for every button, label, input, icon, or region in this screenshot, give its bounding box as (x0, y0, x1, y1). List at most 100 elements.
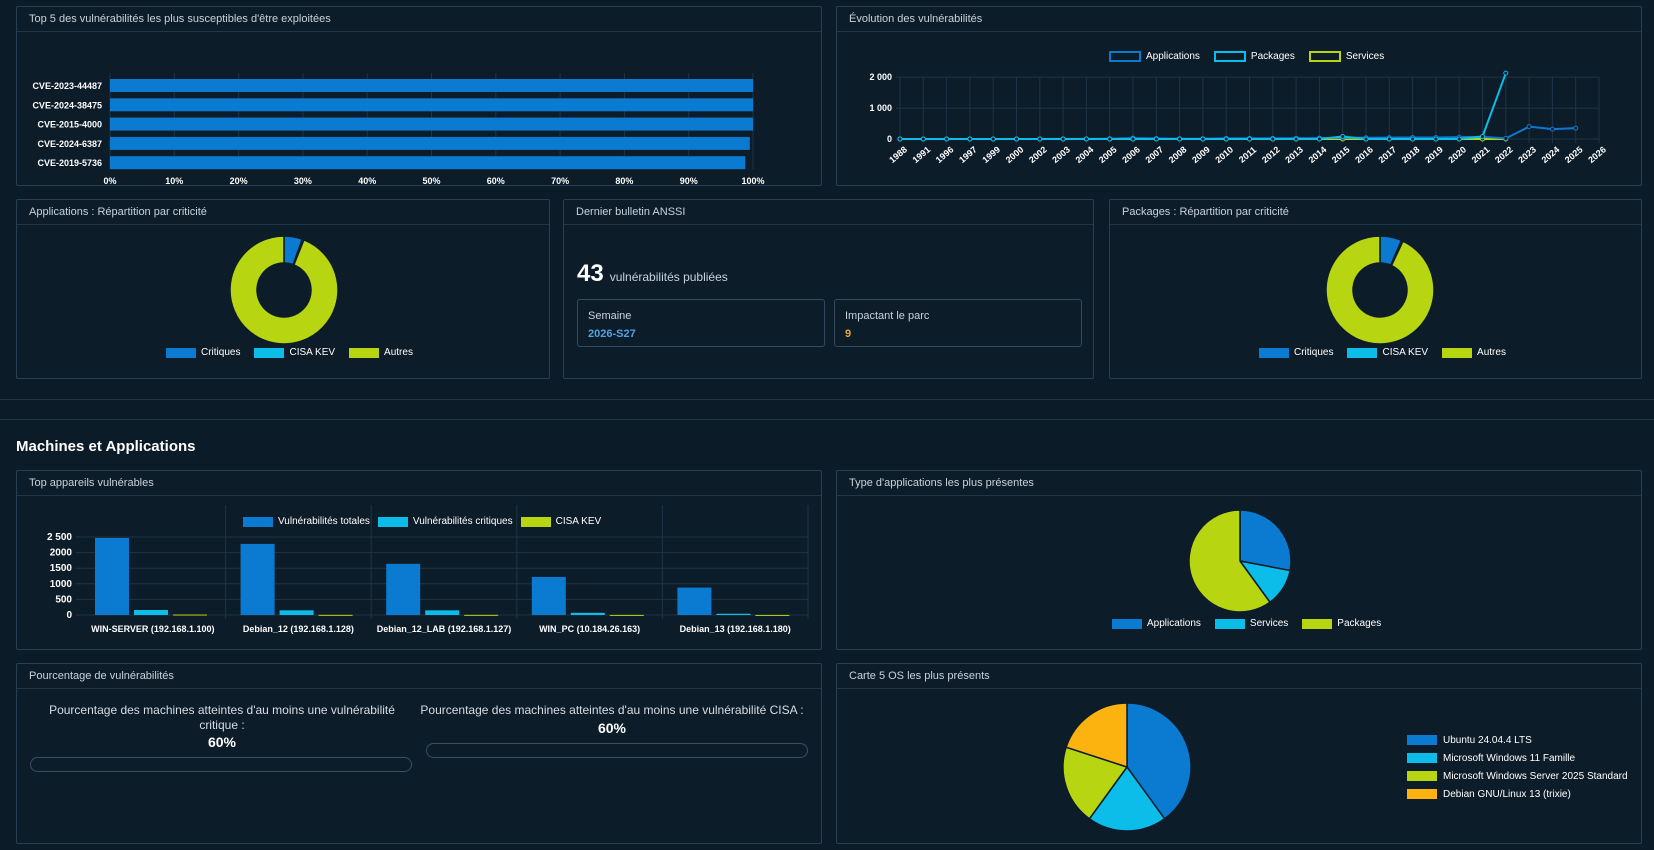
x-tick-label: 2024 (1540, 144, 1562, 165)
legend-item-packages[interactable]: Packages (1213, 51, 1295, 62)
category-label: Debian_13 (192.168.1.180) (680, 624, 791, 634)
pie-slice (1325, 235, 1435, 345)
x-tick-label: 2013 (1283, 144, 1305, 165)
legend-label: CISA KEV (289, 347, 336, 358)
anssi-count-label: vulnérabilités publiées (609, 270, 728, 284)
anssi-title: Dernier bulletin ANSSI (564, 200, 1093, 225)
legend-item-critiques[interactable]: Vulnérabilités critiques (377, 516, 513, 527)
bar (240, 543, 275, 615)
bar (609, 614, 644, 616)
legend-item-critiques[interactable]: Critiques (166, 347, 240, 358)
apps-criticity-title: Applications : Répartition par criticité (17, 200, 549, 225)
bar (110, 156, 746, 170)
x-tick-label: 2021 (1470, 144, 1492, 165)
data-point (1573, 125, 1579, 131)
legend-item-critiques[interactable]: Critiques (1259, 347, 1333, 358)
legend-label: Services (1249, 618, 1289, 629)
legend-item-ubuntu[interactable]: Ubuntu 24.04.4 LTS (1407, 731, 1628, 749)
legend-item-cisa-kev[interactable]: CISA KEV (1347, 347, 1428, 358)
y-tick-label: 2000 (50, 548, 73, 559)
percent-title: Pourcentage de vulnérabilités (17, 664, 821, 689)
data-point (1270, 136, 1276, 142)
legend-swatch (1442, 347, 1473, 358)
x-tick-label: 2010 (1213, 144, 1235, 165)
legend-item-debian[interactable]: Debian GNU/Linux 13 (trixie) (1407, 785, 1628, 803)
pkg-criticity-donut (1325, 235, 1435, 345)
data-point (1153, 136, 1159, 142)
y-tick-label: 0 (887, 134, 892, 144)
evolution-legend[interactable]: Applications Packages Services (1109, 51, 1384, 62)
legend-item-windows-11[interactable]: Microsoft Windows 11 Famille (1407, 749, 1628, 767)
anssi-week-card: Semaine 2026-S27 (577, 299, 825, 347)
x-tick-label: 2016 (1353, 144, 1375, 165)
pie-slice (1088, 765, 1166, 832)
legend-label: Microsoft Windows 11 Famille (1443, 752, 1576, 764)
legend-item-cisa-kev[interactable]: CISA KEV (254, 347, 335, 358)
legend-swatch (1407, 789, 1437, 799)
pie-slice (1239, 509, 1292, 572)
legend-item-autres[interactable]: Autres (1442, 347, 1506, 358)
legend-item-totales[interactable]: Vulnérabilités totales (243, 516, 370, 527)
evolution-chart: 1988 1991 1996 1997 1999 2000 2002 2003 2004 2005… (869, 70, 1608, 165)
legend-item-packages[interactable]: Packages (1302, 618, 1381, 629)
anssi-impact-label: Impactant le parc (845, 310, 930, 322)
legend-label: Applications (1147, 618, 1201, 629)
legend-label: Vulnérabilités totales (278, 516, 370, 527)
bar (531, 576, 566, 615)
app-types-legend[interactable]: Applications Services Packages (1112, 618, 1381, 629)
legend-item-autres[interactable]: Autres (349, 347, 413, 358)
legend-label: Autres (1477, 347, 1506, 358)
app-types-title: Type d'applications les plus présentes (837, 471, 1641, 496)
data-point (1386, 136, 1392, 142)
legend-item-services[interactable]: Services (1214, 618, 1289, 629)
x-tick-label: 1988 (887, 144, 909, 165)
pkg-criticity-legend[interactable]: Critiques CISA KEV Autres (1259, 347, 1506, 358)
legend-swatch (254, 347, 285, 358)
y-tick-label: 1000 (50, 579, 73, 590)
x-tick-label: 2006 (1120, 144, 1142, 165)
anssi-count-row: 43 vulnérabilités publiées (577, 260, 728, 288)
bar (464, 614, 499, 616)
legend-item-applications[interactable]: Applications (1112, 618, 1201, 629)
x-tick-label: 10% (165, 176, 183, 186)
pie-slice (1062, 746, 1129, 820)
data-point (1503, 70, 1509, 76)
x-tick-label: 70% (551, 176, 569, 186)
data-point (1526, 124, 1532, 130)
category-label: CVE-2024-6387 (37, 139, 102, 149)
x-tick-label: 1997 (957, 144, 979, 165)
legend-swatch (349, 347, 380, 358)
bar (677, 587, 712, 615)
y-tick-label: 0 (66, 610, 72, 621)
category-label: Debian_12_LAB (192.168.1.127) (377, 624, 512, 634)
legend-item-services[interactable]: Services (1308, 51, 1384, 62)
x-tick-label: 40% (358, 176, 376, 186)
percent-critical-title: Pourcentage des machines atteintes d'au … (49, 703, 395, 732)
apps-criticity-legend[interactable]: Critiques CISA KEV Autres (166, 347, 413, 358)
devices-legend[interactable]: Vulnérabilités totales Vulnérabilités cr… (243, 516, 601, 527)
legend-swatch (1112, 618, 1142, 629)
apps-criticity-donut (229, 235, 339, 345)
top5-chart: 0% 10% 20% 30% 40% 50% 60% 70% 80% 90% 100% CVE-202… (32, 73, 765, 186)
legend-label: Microsoft Windows Server 2025 Standard (1443, 770, 1628, 782)
percent-cisa-value: 60% (597, 720, 627, 736)
x-tick-label: 2026 (1586, 144, 1608, 165)
data-point (1456, 136, 1462, 142)
x-tick-label: 2025 (1563, 144, 1585, 165)
os-legend[interactable]: Ubuntu 24.04.4 LTS Microsoft Windows 11 … (1407, 731, 1628, 803)
bar (134, 610, 168, 615)
data-point (1340, 134, 1346, 140)
legend-item-applications[interactable]: Applications (1109, 51, 1200, 62)
legend-label: Packages (1250, 51, 1295, 62)
app-types-panel: Type d'applications les plus présentes A… (836, 470, 1642, 650)
percent-critical-value: 60% (207, 734, 237, 750)
devices-panel: Top appareils vulnérables Vulnérabilités… (16, 470, 822, 650)
bar (318, 614, 353, 616)
percent-panel: Pourcentage de vulnérabilités Pourcentag… (16, 663, 822, 844)
legend-item-windows-server[interactable]: Microsoft Windows Server 2025 Standard (1407, 767, 1628, 785)
data-point (897, 136, 903, 142)
top5-title: Top 5 des vulnérabilités les plus suscep… (17, 7, 821, 32)
bar (570, 612, 605, 615)
legend-item-cisa-kev[interactable]: CISA KEV (520, 516, 601, 527)
x-tick-label: 2023 (1516, 144, 1538, 165)
